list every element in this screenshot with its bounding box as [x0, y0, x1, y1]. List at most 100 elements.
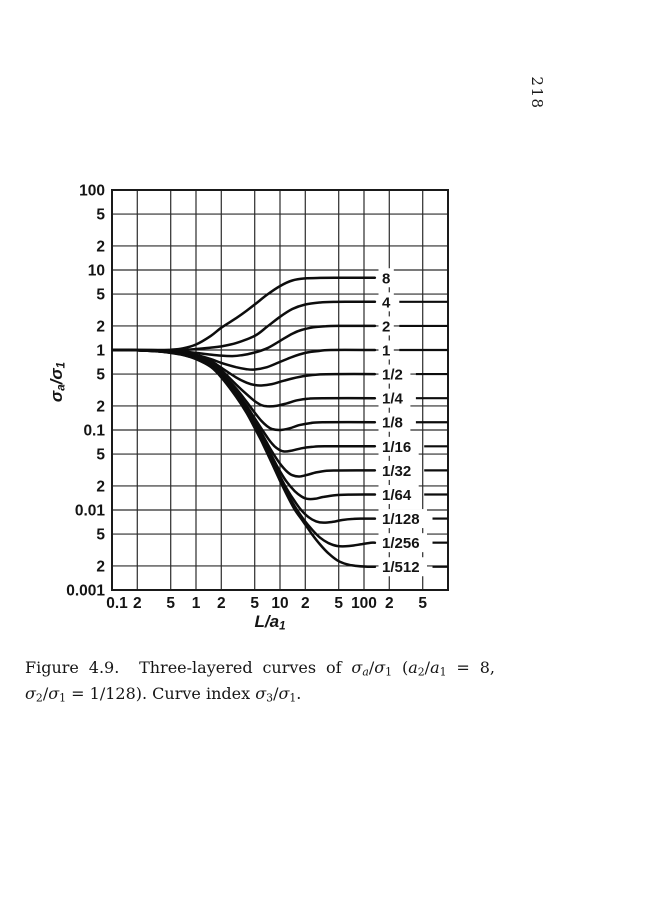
figure-caption: Figure 4.9. Three-layered curves of σa/σ… — [25, 655, 495, 707]
curve-1-256 — [112, 348, 377, 548]
x-axis-title: L/a1 — [254, 612, 285, 632]
text-segment: σ — [278, 684, 290, 703]
x-tick-label: 10 — [271, 595, 288, 612]
curve-8 — [112, 276, 377, 352]
text-segment: σ — [255, 684, 267, 703]
curves — [112, 276, 377, 569]
text-segment: σ — [48, 684, 60, 703]
text-segment: σ — [47, 368, 66, 380]
text-segment: 3 — [266, 691, 274, 705]
text-segment: a — [269, 612, 280, 631]
curve-labels: 8 4 2 1 1/2 1/4 1/8 1/16 1/32 1/64 1/128 1/256 1/512 — [378, 268, 448, 577]
y-tick-label: 5 — [96, 207, 105, 224]
x-tick-labels: 0.1 2 5 1 2 5 10 2 5 100 2 5 — [106, 595, 427, 612]
caption-line: σ2/σ1 = 1/128). Curve index σ3/σ1. — [25, 681, 495, 707]
y-tick-label: 100 — [79, 183, 105, 200]
curve-label-mask — [378, 388, 411, 408]
text-segment: / — [47, 379, 66, 385]
x-tick-label: 5 — [418, 595, 427, 612]
text-segment: / — [273, 684, 279, 703]
text-segment: 1 — [289, 691, 297, 705]
text-segment: σ — [374, 658, 386, 677]
curve-label-mask — [378, 364, 411, 384]
y-tick-label: 0.1 — [83, 423, 105, 440]
text-segment: 1 — [279, 620, 286, 633]
text-segment: 2 — [35, 691, 43, 705]
x-tick-label: 2 — [385, 595, 394, 612]
text-segment: . — [296, 684, 302, 703]
text-segment: Figure 4.9. — [25, 658, 120, 677]
y-tick-label: 5 — [96, 447, 105, 464]
curve-label: 1/32 — [382, 463, 411, 480]
curve-label-mask — [378, 340, 394, 360]
curve-label-mask — [378, 292, 394, 312]
text-segment: a — [408, 658, 418, 677]
y-tick-label: 0.001 — [66, 583, 105, 600]
text-segment: = 8, — [446, 658, 495, 677]
y-tick-label: 2 — [96, 398, 105, 415]
text-segment: σ — [47, 390, 66, 403]
text-segment: / — [368, 658, 375, 677]
text-segment: 1 — [439, 665, 447, 679]
text-segment: Three-layered curves of — [119, 658, 352, 677]
x-tick-label: 2 — [133, 595, 142, 612]
text-segment: 2 — [417, 665, 425, 679]
curve-label-mask — [378, 460, 419, 480]
text-segment: 1 — [55, 361, 68, 369]
curve-label-mask — [378, 268, 394, 288]
y-tick-label: 5 — [96, 367, 105, 384]
text-segment: / — [264, 612, 270, 631]
curve-label-mask — [378, 316, 394, 336]
curve-label: 1/512 — [382, 559, 420, 576]
curve-label: 2 — [382, 318, 390, 335]
curve-label: 1/2 — [382, 367, 403, 384]
y-tick-label: 5 — [96, 527, 105, 544]
y-tick-label: 2 — [96, 318, 105, 335]
curve-1-64 — [112, 348, 377, 501]
y-tick-label: 2 — [96, 238, 105, 255]
text-segment: a — [55, 384, 68, 391]
text-segment: 1 — [385, 665, 393, 679]
y-tick-label: 5 — [96, 287, 105, 304]
curve-label: 1/256 — [382, 535, 420, 552]
text-segment: = 1/128). Curve index — [66, 684, 256, 703]
curve-label: 1 — [382, 343, 390, 360]
curve-label: 1/8 — [382, 415, 403, 432]
text-segment: L — [254, 612, 265, 631]
x-tick-label: 5 — [250, 595, 259, 612]
curve-label-mask — [378, 412, 411, 432]
curve-1-512 — [112, 348, 377, 569]
text-segment: σ — [351, 658, 363, 677]
plot-border — [111, 189, 449, 591]
y-tick-label: 2 — [96, 558, 105, 575]
x-tick-label: 1 — [192, 595, 201, 612]
text-segment: σ — [25, 684, 36, 703]
x-tick-label: 0.1 — [106, 595, 128, 612]
x-tick-label: 100 — [351, 595, 377, 612]
text-segment: a — [362, 665, 369, 679]
curve-label-mask — [378, 484, 419, 504]
text-segment: ( — [392, 658, 409, 677]
curve-label-mask — [378, 509, 427, 529]
x-tick-label: 2 — [217, 595, 226, 612]
x-tick-label: 2 — [301, 595, 310, 612]
curve-label-mask — [378, 533, 427, 553]
curve-label: 1/64 — [382, 487, 412, 504]
y-axis-title: σa/σ1 — [47, 361, 68, 403]
curve-label-mask — [378, 436, 419, 456]
curve-label: 8 — [382, 270, 390, 287]
curve-1-16 — [112, 348, 377, 453]
y-tick-label: 1 — [96, 343, 105, 360]
x-tick-label: 5 — [166, 595, 175, 612]
y-tick-label: 10 — [88, 263, 105, 280]
curve-label: 1/4 — [382, 391, 404, 408]
curve-label: 1/128 — [382, 511, 420, 528]
curve-label: 1/16 — [382, 439, 411, 456]
y-tick-label: 2 — [96, 478, 105, 495]
y-tick-labels: 100 5 2 10 5 2 1 5 2 0.1 5 2 0.01 5 2 0.001 — [66, 183, 105, 600]
x-tick-label: 5 — [334, 595, 343, 612]
caption-line: Figure 4.9. Three-layered curves of σa/σ… — [25, 655, 495, 681]
curve-label: 4 — [382, 294, 391, 311]
text-segment: 1 — [59, 691, 67, 705]
